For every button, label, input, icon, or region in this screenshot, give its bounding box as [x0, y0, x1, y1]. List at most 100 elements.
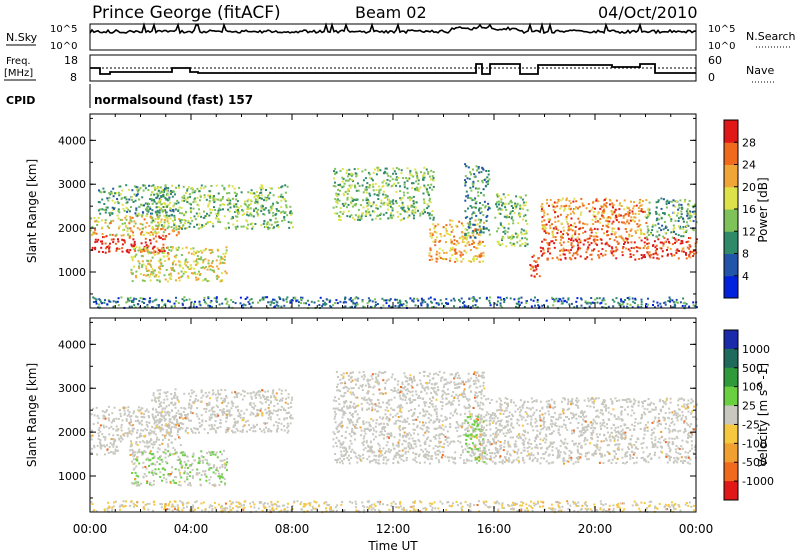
- range-gate-cell: [628, 209, 631, 212]
- range-gate-cell: [177, 231, 180, 234]
- range-gate-cell: [234, 431, 237, 434]
- range-gate-cell: [404, 300, 407, 302]
- range-gate-cell: [126, 432, 129, 435]
- range-gate-cell: [156, 304, 159, 306]
- range-gate-cell: [135, 441, 138, 443]
- range-gate-cell: [189, 484, 192, 487]
- range-gate-cell: [449, 247, 452, 250]
- range-gate-cell: [197, 250, 200, 253]
- range-gate-cell: [133, 225, 135, 228]
- range-gate-cell: [217, 389, 220, 392]
- range-gate-cell: [530, 305, 533, 308]
- range-gate-cell: [684, 200, 686, 203]
- range-gate-cell: [671, 299, 674, 302]
- range-gate-cell: [601, 254, 604, 257]
- nsearch-label: N.Search: [746, 30, 796, 43]
- range-gate-cell: [588, 243, 591, 246]
- range-gate-cell: [198, 421, 201, 424]
- range-gate-cell: [124, 432, 127, 435]
- range-gate-cell: [183, 199, 186, 202]
- range-gate-cell: [626, 220, 629, 223]
- range-gate-cell: [148, 464, 150, 467]
- range-gate-cell: [355, 296, 358, 299]
- range-gate-cell: [98, 250, 101, 253]
- range-gate-cell: [141, 264, 144, 267]
- range-gate-cell: [155, 298, 158, 301]
- range-gate-cell: [615, 236, 618, 239]
- range-gate-cell: [95, 302, 98, 305]
- range-gate-cell: [147, 250, 149, 253]
- range-gate-cell: [369, 194, 372, 197]
- range-gate-cell: [613, 300, 616, 303]
- range-gate-cell: [279, 297, 281, 300]
- range-gate-cell: [379, 217, 382, 220]
- range-gate-cell: [112, 305, 115, 308]
- range-gate-cell: [186, 455, 189, 458]
- range-gate-cell: [157, 468, 160, 471]
- range-gate-cell: [139, 409, 142, 411]
- range-gate-cell: [668, 296, 671, 299]
- range-gate-cell: [144, 241, 147, 244]
- range-gate-cell: [188, 202, 191, 205]
- range-gate-cell: [223, 203, 225, 206]
- range-gate-cell: [398, 168, 400, 171]
- range-gate-cell: [157, 414, 160, 417]
- range-gate-cell: [412, 200, 415, 203]
- range-gate-cell: [681, 248, 684, 250]
- range-gate-cell: [91, 246, 94, 249]
- range-gate-cell: [692, 229, 695, 232]
- range-gate-cell: [470, 173, 472, 176]
- range-gate-cell: [153, 421, 156, 424]
- range-gate-cell: [118, 211, 121, 214]
- range-gate-cell: [329, 299, 332, 302]
- range-gate-cell: [202, 224, 205, 227]
- range-gate-cell: [103, 411, 106, 414]
- range-gate-cell: [344, 305, 347, 308]
- range-gate-cell: [689, 219, 692, 222]
- range-gate-cell: [206, 268, 209, 271]
- range-gate-cell: [524, 241, 527, 244]
- range-gate-cell: [284, 191, 287, 194]
- range-gate-cell: [462, 224, 465, 227]
- range-gate-cell: [688, 204, 691, 207]
- range-gate-cell: [119, 193, 122, 196]
- range-gate-cell: [177, 186, 180, 189]
- range-gate-cell: [103, 444, 105, 447]
- range-gate-cell: [197, 204, 200, 207]
- range-gate-cell: [162, 195, 164, 198]
- range-gate-cell: [174, 452, 177, 455]
- range-gate-cell: [346, 175, 349, 178]
- range-gate-cell: [138, 406, 140, 409]
- range-gate-cell: [471, 239, 474, 242]
- range-gate-cell: [161, 251, 164, 254]
- range-gate-cell: [181, 303, 184, 306]
- range-gate-cell: [344, 190, 347, 193]
- range-gate-cell: [509, 241, 512, 244]
- range-gate-cell: [203, 196, 206, 199]
- range-gate-cell: [117, 240, 120, 243]
- range-gate-cell: [174, 468, 177, 471]
- range-gate-cell: [532, 299, 535, 302]
- range-gate-cell: [132, 301, 135, 304]
- range-gate-cell: [591, 206, 594, 209]
- range-gate-cell: [385, 299, 388, 302]
- range-gate-cell: [177, 428, 180, 430]
- range-gate-cell: [177, 430, 179, 433]
- range-gate-cell: [252, 402, 255, 405]
- range-gate-cell: [106, 225, 109, 228]
- range-gate-cell: [626, 305, 629, 308]
- range-gate-cell: [478, 207, 481, 210]
- range-gate-cell: [498, 195, 501, 197]
- range-gate-cell: [217, 218, 220, 221]
- range-gate-cell: [607, 226, 610, 229]
- range-gate-cell: [140, 412, 143, 415]
- range-gate-cell: [219, 422, 222, 424]
- range-gate-cell: [434, 405, 437, 408]
- range-gate-cell: [673, 254, 676, 257]
- range-gate-cell: [280, 206, 283, 208]
- range-gate-cell: [574, 225, 577, 228]
- range-gate-cell: [149, 450, 152, 453]
- range-gate-cell: [611, 222, 614, 225]
- range-gate-cell: [566, 220, 568, 223]
- range-gate-cell: [107, 451, 110, 454]
